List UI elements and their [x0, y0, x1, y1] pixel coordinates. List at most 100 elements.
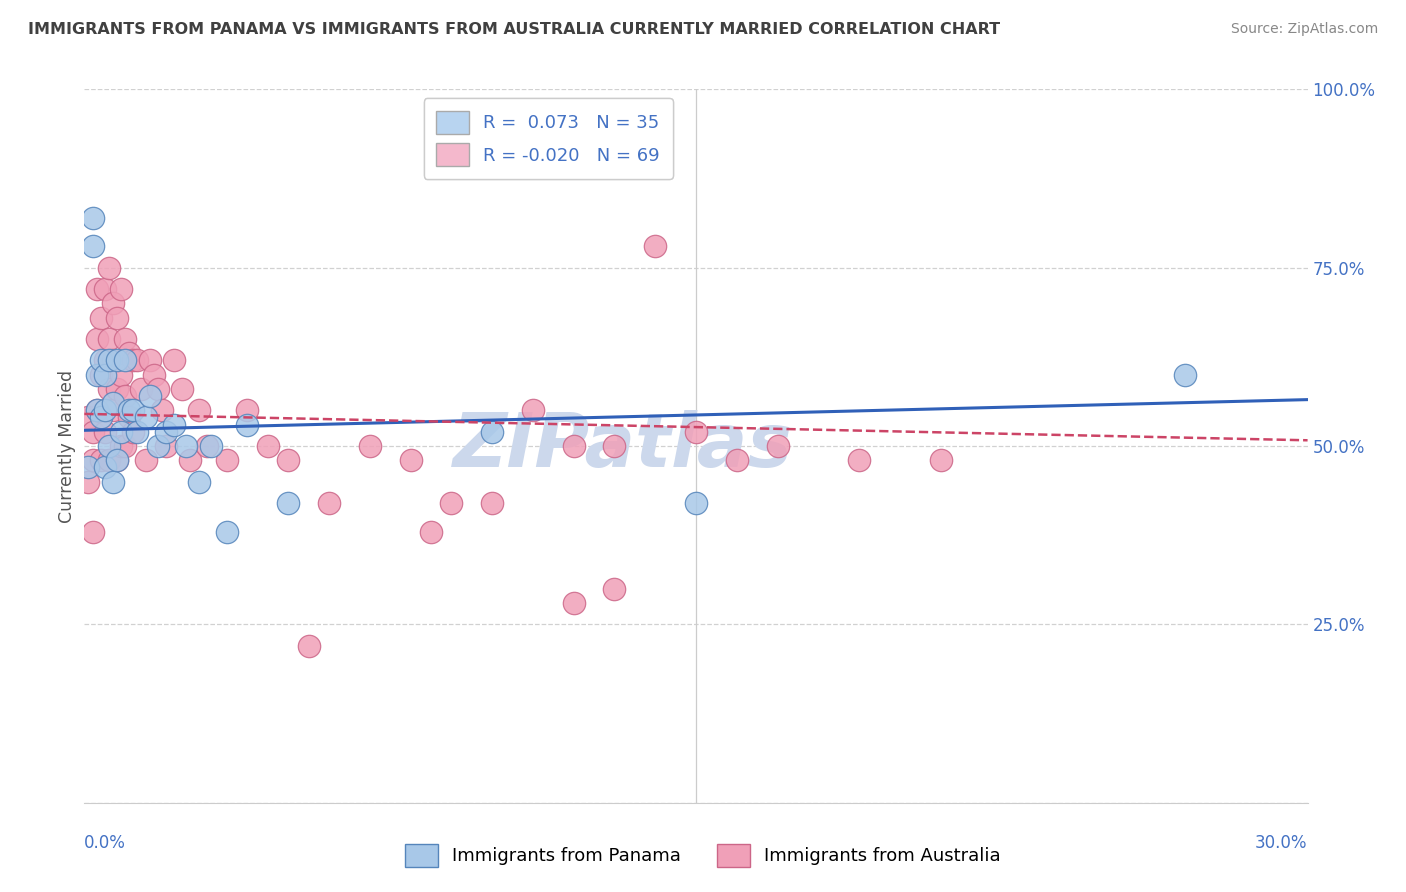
Point	[257, 439, 280, 453]
Point	[118, 410, 141, 425]
Point	[101, 403, 124, 417]
Point	[90, 353, 112, 368]
Text: 30.0%: 30.0%	[1256, 834, 1308, 852]
Point	[93, 460, 117, 475]
Point	[135, 410, 157, 425]
Point	[359, 439, 381, 453]
Text: ZIPatlas: ZIPatlas	[453, 409, 793, 483]
Point	[420, 524, 443, 539]
Point	[93, 353, 117, 368]
Point	[562, 439, 585, 453]
Legend: Immigrants from Panama, Immigrants from Australia: Immigrants from Panama, Immigrants from …	[398, 837, 1008, 874]
Point	[127, 353, 149, 368]
Point	[114, 332, 136, 346]
Point	[138, 353, 160, 368]
Point	[101, 396, 124, 410]
Point	[105, 353, 128, 368]
Point	[122, 425, 145, 439]
Point	[146, 382, 169, 396]
Point	[93, 368, 117, 382]
Point	[163, 353, 186, 368]
Point	[97, 382, 120, 396]
Point	[86, 368, 108, 382]
Point	[200, 439, 222, 453]
Point	[86, 403, 108, 417]
Legend: R =  0.073   N = 35, R = -0.020   N = 69: R = 0.073 N = 35, R = -0.020 N = 69	[423, 98, 672, 179]
Point	[93, 403, 117, 417]
Point	[93, 282, 117, 296]
Point	[86, 403, 108, 417]
Text: Source: ZipAtlas.com: Source: ZipAtlas.com	[1230, 22, 1378, 37]
Point	[440, 496, 463, 510]
Point	[603, 439, 626, 453]
Point	[179, 453, 201, 467]
Point	[929, 453, 952, 467]
Point	[118, 403, 141, 417]
Text: 0.0%: 0.0%	[84, 834, 127, 852]
Point	[318, 496, 340, 510]
Point	[105, 453, 128, 467]
Point	[481, 425, 503, 439]
Point	[82, 211, 104, 225]
Point	[114, 439, 136, 453]
Point	[110, 368, 132, 382]
Y-axis label: Currently Married: Currently Married	[58, 369, 76, 523]
Point	[82, 524, 104, 539]
Point	[97, 353, 120, 368]
Point	[766, 439, 789, 453]
Point	[82, 453, 104, 467]
Point	[86, 332, 108, 346]
Point	[101, 353, 124, 368]
Point	[118, 346, 141, 360]
Text: IMMIGRANTS FROM PANAMA VS IMMIGRANTS FROM AUSTRALIA CURRENTLY MARRIED CORRELATIO: IMMIGRANTS FROM PANAMA VS IMMIGRANTS FRO…	[28, 22, 1000, 37]
Point	[82, 239, 104, 253]
Point	[562, 596, 585, 610]
Point	[90, 453, 112, 467]
Point	[105, 453, 128, 467]
Point	[110, 439, 132, 453]
Point	[77, 475, 100, 489]
Point	[155, 439, 177, 453]
Point	[187, 403, 209, 417]
Point	[522, 403, 544, 417]
Point	[122, 353, 145, 368]
Point	[90, 410, 112, 425]
Point	[131, 382, 153, 396]
Point	[150, 403, 173, 417]
Point	[114, 353, 136, 368]
Point	[685, 496, 707, 510]
Point	[155, 425, 177, 439]
Point	[77, 460, 100, 475]
Point	[97, 453, 120, 467]
Point	[101, 296, 124, 310]
Point	[481, 496, 503, 510]
Point	[217, 453, 239, 467]
Point	[135, 453, 157, 467]
Point	[97, 439, 120, 453]
Point	[105, 382, 128, 396]
Point	[163, 417, 186, 432]
Point	[105, 310, 128, 325]
Point	[277, 453, 299, 467]
Point	[195, 439, 218, 453]
Point	[644, 239, 666, 253]
Point	[97, 260, 120, 275]
Point	[138, 389, 160, 403]
Point	[77, 410, 100, 425]
Point	[217, 524, 239, 539]
Point	[236, 417, 259, 432]
Point	[110, 425, 132, 439]
Point	[1174, 368, 1197, 382]
Point	[236, 403, 259, 417]
Point	[90, 310, 112, 325]
Point	[114, 389, 136, 403]
Point	[176, 439, 198, 453]
Point	[93, 425, 117, 439]
Point	[277, 496, 299, 510]
Point	[127, 425, 149, 439]
Point	[399, 453, 422, 467]
Point	[146, 439, 169, 453]
Point	[101, 475, 124, 489]
Point	[603, 582, 626, 596]
Point	[142, 368, 165, 382]
